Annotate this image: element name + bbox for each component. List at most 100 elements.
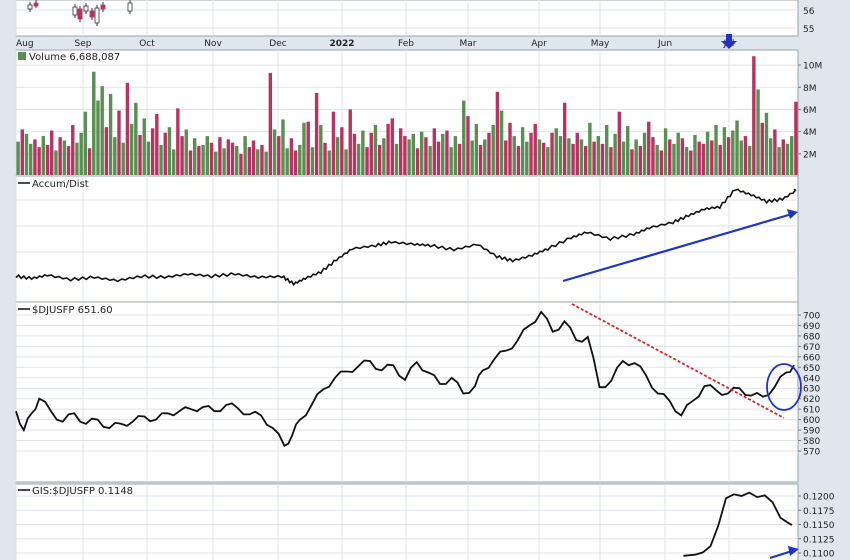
accum-dist-title: Accum/Dist (32, 179, 89, 190)
top-candle-body (100, 4, 106, 10)
top-price-panel-bg (15, 0, 799, 37)
price-tick-label: 570 (803, 448, 820, 458)
ratio-trend-arrow (769, 549, 793, 560)
top-candles (27, 0, 133, 26)
volume-bar (579, 139, 584, 175)
volume-bar (134, 102, 138, 175)
volume-tick-label: 6M (803, 106, 817, 116)
volume-bar (407, 139, 411, 175)
volume-bar (20, 129, 24, 175)
volume-bar (567, 138, 571, 175)
month-label: Mar (460, 39, 477, 49)
volume-bar (466, 116, 470, 175)
volume-bar (361, 130, 365, 175)
top-candle-body (94, 7, 100, 24)
volume-bar (499, 110, 504, 175)
volume-bar (289, 138, 294, 175)
volume-bar (222, 148, 226, 175)
volume-bar (676, 132, 680, 175)
volume-tick-label: 10M (803, 62, 822, 72)
volume-bar (176, 108, 180, 175)
volume-panel-bg (15, 49, 799, 177)
month-label: Dec (269, 39, 286, 49)
price-panel: $DJUSFP 651.60 7006906806706606506406306… (15, 301, 820, 483)
volume-bar (592, 141, 596, 175)
price-tick-label: 680 (803, 332, 820, 342)
volume-bar (298, 144, 302, 175)
price-line (15, 310, 795, 448)
month-label: Feb (398, 39, 414, 49)
price-title: $DJUSFP 651.60 (32, 305, 113, 316)
volume-bar (462, 100, 466, 175)
volume-bar (411, 133, 415, 175)
volume-bar (230, 142, 235, 175)
volume-bar (693, 134, 697, 175)
volume-bar (428, 146, 432, 175)
volume-bar (605, 124, 609, 175)
volume-bar (668, 139, 672, 175)
volume-bar (659, 150, 664, 175)
volume-bar (701, 143, 706, 175)
volume-bar (756, 89, 760, 175)
accum-dist-panel-bg (15, 175, 799, 303)
volume-bar (457, 143, 462, 175)
volume-bar (714, 124, 718, 175)
price-tick-label: 620 (803, 395, 820, 405)
price-tick-label: 700 (803, 312, 820, 322)
volume-bar (180, 136, 184, 175)
volume-bar (726, 137, 731, 175)
accum-dist-panel: Accum/Dist (15, 175, 799, 303)
volume-bar (722, 127, 727, 175)
volume-bar (340, 127, 344, 175)
volume-bar (764, 112, 769, 175)
volume-bar (218, 137, 222, 175)
price-tick-label: 640 (803, 374, 820, 384)
volume-bar (285, 148, 289, 175)
volume-bar (29, 143, 33, 175)
volume-bar (626, 126, 630, 175)
volume-bar (125, 82, 130, 175)
volume-bar (609, 147, 613, 175)
volume-bar (789, 136, 794, 175)
volume-bar (117, 110, 121, 175)
volume-bar (184, 129, 188, 175)
volume-tick-label: 8M (803, 84, 817, 94)
volume-bar (773, 129, 777, 175)
volume-bar (235, 146, 239, 175)
volume-bar (731, 130, 735, 175)
ratio-title: GIS:$DJUSFP 0.1148 (32, 486, 133, 497)
top-candle-body (27, 4, 33, 10)
volume-bar (483, 139, 487, 175)
price-panel-bg (15, 301, 799, 483)
volume-bar (188, 150, 193, 175)
month-axis: AugSepOctNovDec2022FebMarAprMayJunJul (16, 39, 734, 49)
ratio-tick-label: 0.1175 (803, 507, 835, 517)
volume-bar (768, 138, 773, 175)
volume-bar (197, 146, 201, 175)
month-label: Apr (531, 39, 547, 49)
top-ytick-55: 55 (803, 25, 814, 35)
volume-bar (327, 150, 331, 175)
month-label: Nov (204, 39, 222, 49)
volume-bar (794, 101, 798, 175)
volume-bar (689, 150, 693, 175)
top-price-panel: 56 55 (15, 0, 815, 37)
volume-bar (512, 136, 516, 175)
volume-bar (260, 144, 264, 175)
volume-bar (163, 132, 167, 175)
volume-bar (575, 132, 579, 175)
volume-bar (541, 142, 546, 175)
volume-bar (630, 149, 634, 175)
volume-bar (113, 137, 117, 175)
volume-bar (373, 124, 378, 175)
volume-bar (201, 144, 205, 175)
price-tick-label: 600 (803, 416, 820, 426)
volume-bar (108, 93, 113, 175)
volume-bar (491, 124, 495, 175)
volume-bar (54, 150, 58, 175)
volume-bar (209, 142, 214, 175)
breakout-circle (766, 363, 802, 411)
month-label: 2022 (329, 39, 354, 49)
price-downtrend-line (571, 303, 785, 419)
volume-bar (264, 151, 268, 175)
